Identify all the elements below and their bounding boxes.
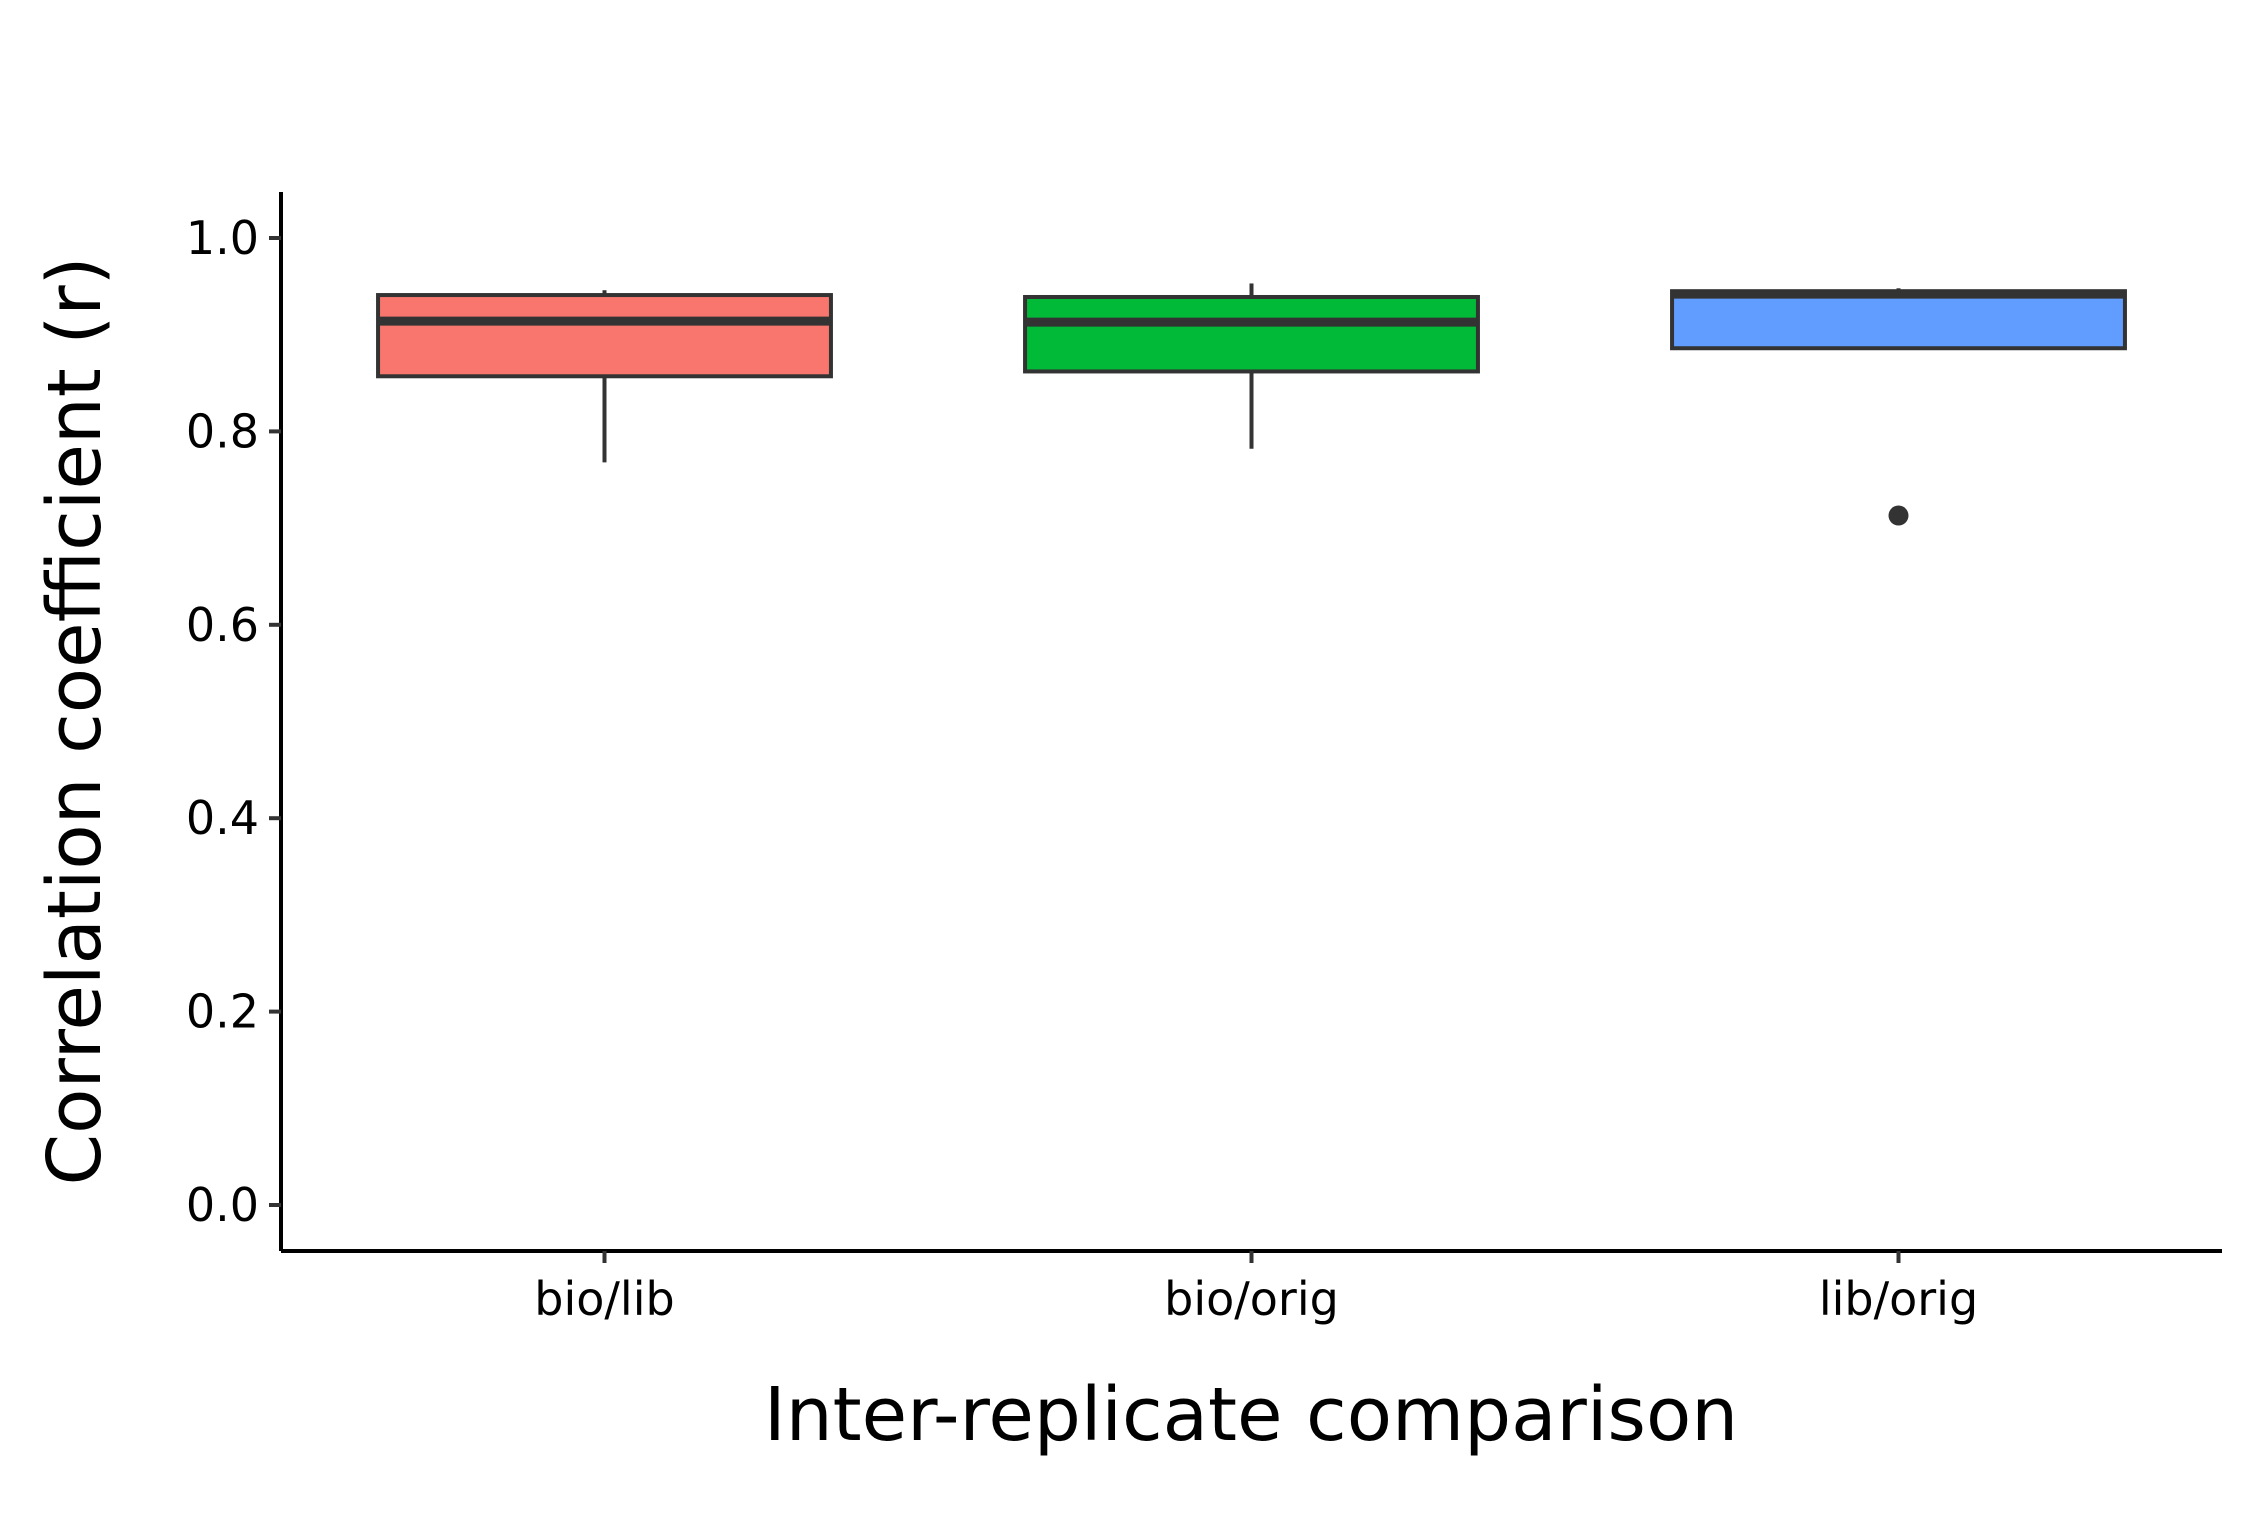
y-axis-title: Correlation coefficient (r) <box>32 257 118 1186</box>
box-bio-orig <box>1023 283 1480 449</box>
y-tick-label: 1.0 <box>186 211 259 265</box>
plot-marks <box>376 283 2127 526</box>
y-tick-label: 0.8 <box>186 404 259 458</box>
outlier-point <box>1888 505 1909 526</box>
x-tick-label: bio/lib <box>534 1272 674 1326</box>
x-tick-label: bio/orig <box>1164 1272 1339 1326</box>
y-tick-label: 0.2 <box>186 985 259 1039</box>
y-tick-label: 0.6 <box>186 598 259 652</box>
box-iqr <box>1023 294 1480 374</box>
y-tick-label: 0.0 <box>186 1178 259 1232</box>
box-lib-orig <box>1670 288 2127 526</box>
x-axis-title: Inter-replicate comparison <box>764 1372 1738 1458</box>
box-iqr <box>376 293 833 379</box>
box-iqr <box>1670 289 2127 351</box>
x-tick-label: lib/orig <box>1819 1272 1978 1326</box>
box-bio-lib <box>376 290 833 463</box>
y-tick-label: 0.4 <box>186 791 259 845</box>
axes: 0.0 0.2 0.4 0.6 0.8 1.0 bio/lib bio/orig lib/ori… <box>186 192 2222 1326</box>
